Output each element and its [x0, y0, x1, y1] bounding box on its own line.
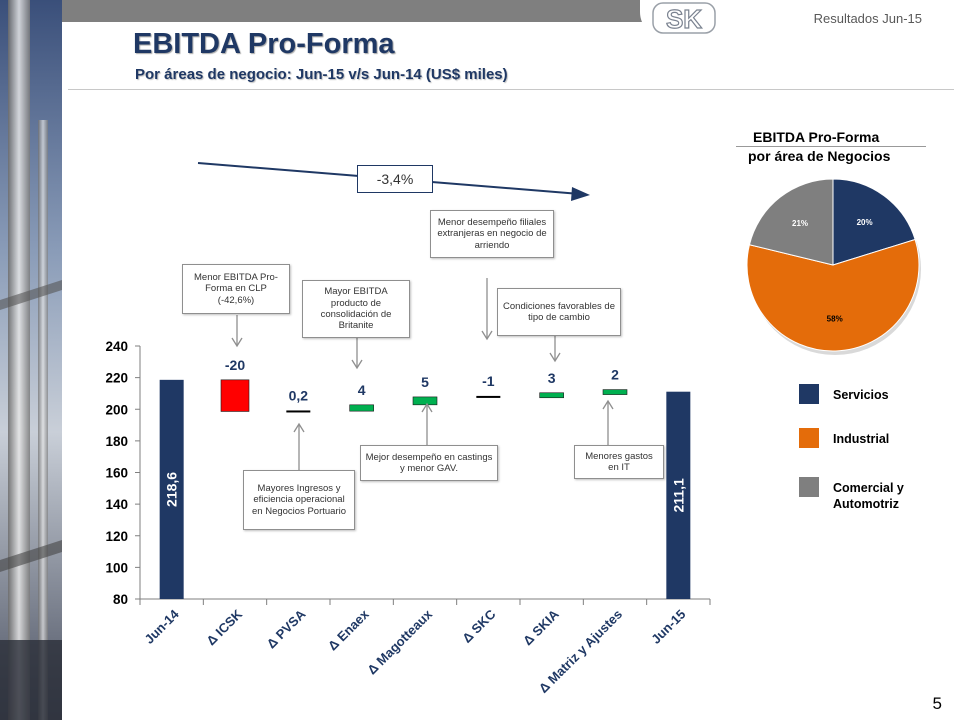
delta-data-label: 4: [358, 382, 366, 398]
delta-bar: [412, 396, 438, 406]
growth-label: -3,4%: [357, 165, 433, 193]
legend-label-servicios: Servicios: [833, 388, 889, 402]
x-tick-label: Δ PVSA: [264, 606, 309, 651]
pie-slice-servicios: [832, 178, 916, 266]
y-tick-label: 120: [105, 529, 128, 544]
pie-chart: 20% 58% 21%: [746, 178, 921, 355]
y-tick-label: 140: [105, 497, 128, 512]
delta-data-label: 2: [611, 367, 619, 383]
sk-logo: SK: [652, 2, 716, 35]
legend-label-comercial: Comercial y Automotriz: [833, 481, 904, 512]
delta-bar-flat: [286, 410, 311, 413]
delta-bar: [602, 389, 628, 395]
pie-title-divider: [736, 146, 926, 147]
pie-title: EBITDA Pro-Forma: [753, 129, 880, 145]
pie-slice-label: 20%: [857, 218, 873, 227]
legend-label-industrial: Industrial: [833, 432, 890, 446]
y-tick-label: 240: [105, 339, 128, 354]
page-subtitle: Por áreas de negocio: Jun-15 v/s Jun-14 …: [135, 66, 508, 83]
pie-slice-label: 21%: [792, 219, 808, 228]
callout-icsk: Menor EBITDA Pro-Forma en CLP (-42,6%): [182, 264, 290, 314]
x-tick-label: Jun-14: [142, 606, 183, 647]
delta-data-label: 3: [548, 370, 556, 386]
waterfall-chart: 80 100 120 140 160 180 200 220 240 218,6 -20 0,2 4 5…: [105, 162, 711, 696]
callout-arrows: [231, 278, 614, 470]
delta-data-label: -1: [482, 373, 495, 389]
industrial-photo-strip: [0, 0, 62, 720]
x-tick-label: Δ Magotteaux: [364, 606, 435, 677]
total-bar: [159, 379, 184, 599]
delta-data-label: 5: [421, 374, 429, 390]
y-tick-label: 180: [105, 434, 128, 449]
header-divider: [68, 89, 954, 90]
delta-bar: [539, 392, 564, 399]
waterfall-axes: 80 100 120 140 160 180 200 220 240: [105, 339, 711, 607]
svg-text:SK: SK: [666, 4, 702, 34]
x-tick-label: Δ ICSK: [203, 606, 245, 648]
page-title: EBITDA Pro-Forma: [133, 28, 395, 60]
legend-swatch-comercial: [799, 477, 819, 497]
total-bar-label: 211,1: [670, 478, 686, 512]
pie-subtitle: por área de Negocios: [748, 148, 891, 164]
y-tick-label: 100: [105, 560, 128, 575]
legend-swatch-servicios: [799, 384, 819, 404]
delta-data-label: 0,2: [289, 387, 309, 403]
y-tick-label: 160: [105, 466, 128, 481]
waterfall-data-labels: 218,6 -20 0,2 4 5 -1 3 2 211,1: [164, 357, 687, 513]
x-tick-label: Jun-15: [648, 607, 688, 647]
delta-bar: [349, 404, 374, 412]
logo-area: SK: [640, 0, 960, 38]
callout-skia: Condiciones favorables de tipo de cambio: [497, 288, 621, 336]
pie-slice-label: 58%: [827, 314, 843, 323]
delta-bar: [220, 379, 250, 412]
pie-slice-industrial: [746, 238, 920, 352]
page-number: 5: [932, 694, 942, 713]
total-bar-label: 218,6: [164, 472, 180, 507]
delta-data-label: -20: [225, 357, 245, 373]
legend-swatch-industrial: [799, 428, 819, 448]
total-bar: [666, 391, 691, 599]
pie-slice-comercial: [748, 178, 834, 266]
waterfall-bars: [159, 379, 691, 599]
page-label: Resultados Jun-15: [813, 11, 922, 26]
y-tick-label: 220: [105, 371, 128, 386]
callout-pvsa: Mayores Ingresos y eficiencia operaciona…: [243, 470, 355, 530]
callout-matriz: Menores gastos en IT: [574, 445, 664, 479]
y-tick-label: 80: [113, 592, 128, 607]
callout-enaex: Mayor EBITDA producto de consolidación d…: [302, 280, 410, 338]
callout-magotteaux: Mejor desempeño en castings y menor GAV.: [360, 445, 498, 481]
y-tick-label: 200: [105, 402, 128, 417]
callout-skc: Menor desempeño filiales extranjeras en …: [430, 210, 554, 258]
x-tick-label: Δ SKC: [459, 606, 499, 646]
x-tick-label: Δ SKIA: [520, 606, 562, 648]
delta-bar-flat: [476, 395, 501, 398]
x-tick-label: Δ Enaex: [325, 606, 372, 653]
